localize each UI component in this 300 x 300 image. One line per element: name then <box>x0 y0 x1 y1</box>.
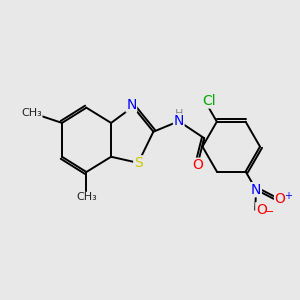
Text: +: + <box>284 191 292 201</box>
Text: CH₃: CH₃ <box>21 108 42 118</box>
Text: N: N <box>174 114 184 128</box>
Text: CH₃: CH₃ <box>76 192 97 203</box>
Text: N: N <box>251 183 261 197</box>
Text: O: O <box>274 192 286 206</box>
Text: O: O <box>192 158 203 172</box>
Text: H: H <box>175 109 183 119</box>
Text: −: − <box>265 207 274 217</box>
Text: Cl: Cl <box>202 94 216 108</box>
Text: N: N <box>126 98 136 112</box>
Text: O: O <box>256 203 267 217</box>
Text: S: S <box>134 156 142 170</box>
